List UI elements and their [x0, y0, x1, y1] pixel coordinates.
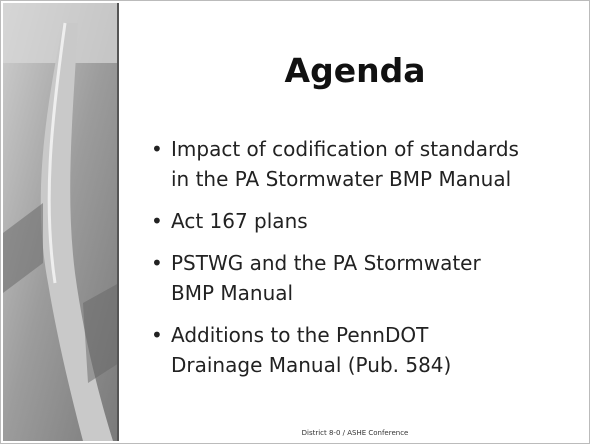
- page: {"slide": {"title": "Agenda", "bullets":…: [0, 0, 590, 444]
- bullet-text: Drainage Manual (Pub. 584): [171, 350, 519, 380]
- bullet-text: BMP Manual: [171, 278, 519, 308]
- bullet-text: Act 167 plans: [171, 206, 519, 236]
- bullet-text: PSTWG and the PA Stormwater: [171, 248, 519, 278]
- bullet-text: in the PA Stormwater BMP Manual: [171, 164, 519, 194]
- bullet-text: Additions to the PennDOT: [171, 320, 519, 350]
- slide-title: Agenda: [121, 51, 589, 90]
- bullet-text: Impact of codification of standards: [171, 134, 519, 164]
- slide: Agenda Impact of codification of standar…: [0, 0, 590, 444]
- aerial-photo: [3, 3, 119, 441]
- footer: District 8-0 / ASHE Conference: [121, 429, 589, 437]
- bullet: Act 167 plans: [151, 206, 519, 236]
